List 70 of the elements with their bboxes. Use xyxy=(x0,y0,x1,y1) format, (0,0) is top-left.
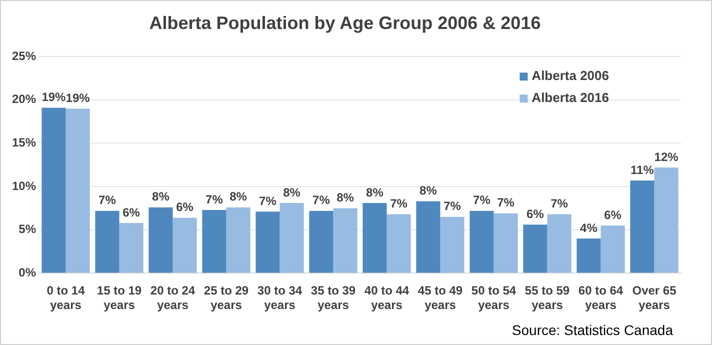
bar xyxy=(362,203,387,273)
y-tick-label: 0% xyxy=(18,266,36,280)
bar xyxy=(148,207,173,273)
data-label: 8% xyxy=(283,185,301,200)
data-label: 7% xyxy=(550,196,568,211)
y-tick-label: 5% xyxy=(18,222,36,236)
data-label: 19% xyxy=(66,90,90,105)
data-label: 19% xyxy=(42,90,66,104)
bar xyxy=(42,108,66,273)
data-label: 7% xyxy=(473,193,491,208)
bar xyxy=(66,108,90,273)
bar xyxy=(172,218,197,273)
legend-label: Alberta 2016 xyxy=(532,90,610,106)
data-label: 8% xyxy=(230,190,248,204)
x-tick-label: 15 to 19 years xyxy=(96,284,142,312)
x-tick-label: 35 to 39 years xyxy=(310,284,356,312)
x-tick-label: Over 65 years xyxy=(632,284,677,312)
bar xyxy=(547,214,572,273)
data-label: 7% xyxy=(497,196,515,210)
bar xyxy=(95,210,120,273)
data-label: 6% xyxy=(604,208,622,222)
bar xyxy=(654,168,678,273)
data-label: 8% xyxy=(152,190,170,204)
data-label: 7% xyxy=(259,194,277,208)
data-label: 7% xyxy=(206,192,224,206)
bar xyxy=(386,214,411,273)
x-tick-label: 0 to 14 years xyxy=(46,284,86,312)
data-label: 7% xyxy=(390,196,408,211)
x-tick-label: 60 to 64 years xyxy=(578,284,624,312)
y-tick-label: 15% xyxy=(12,136,36,150)
bar xyxy=(630,180,654,273)
data-label: 8% xyxy=(420,184,438,198)
source-note: Source: Statistics Canada xyxy=(512,322,673,338)
bar xyxy=(309,210,334,273)
chart-title: Alberta Population by Age Group 2006 & 2016 xyxy=(149,12,541,33)
bar xyxy=(202,210,226,273)
bar xyxy=(600,226,625,273)
data-label: 11% xyxy=(630,162,654,177)
bar xyxy=(523,224,548,273)
data-label: 7% xyxy=(98,193,116,208)
bar xyxy=(416,201,440,273)
data-label: 6% xyxy=(122,205,140,220)
bar xyxy=(440,216,464,273)
data-label: 6% xyxy=(176,200,194,214)
data-label: 4% xyxy=(580,220,598,235)
bar xyxy=(119,222,144,273)
x-tick-label: 45 to 49 years xyxy=(418,284,463,312)
bar xyxy=(576,238,601,273)
x-tick-label: 30 to 34 years xyxy=(257,284,302,312)
data-label: 8% xyxy=(336,190,354,205)
data-label: 12% xyxy=(654,150,679,164)
bar xyxy=(280,203,304,273)
data-label: 7% xyxy=(444,199,462,214)
data-label: 6% xyxy=(526,206,544,221)
x-tick-label: 25 to 29 years xyxy=(204,284,249,312)
y-tick-label: 25% xyxy=(12,48,36,63)
x-tick-label: 50 to 54 years xyxy=(471,284,516,312)
y-tick-label: 20% xyxy=(12,92,36,106)
x-tick-label: 40 to 44 years xyxy=(364,284,410,312)
bar xyxy=(333,208,358,273)
x-tick-label: 20 to 24 years xyxy=(150,284,196,312)
legend-label: Alberta 2006 xyxy=(532,68,610,84)
data-label: 7% xyxy=(312,193,330,208)
bar xyxy=(470,210,494,273)
x-tick-label: 55 to 59 years xyxy=(524,284,570,312)
bar xyxy=(256,212,280,273)
y-tick-label: 10% xyxy=(12,178,36,193)
bar xyxy=(494,213,518,273)
data-label: 8% xyxy=(366,185,384,200)
bar xyxy=(226,207,250,273)
